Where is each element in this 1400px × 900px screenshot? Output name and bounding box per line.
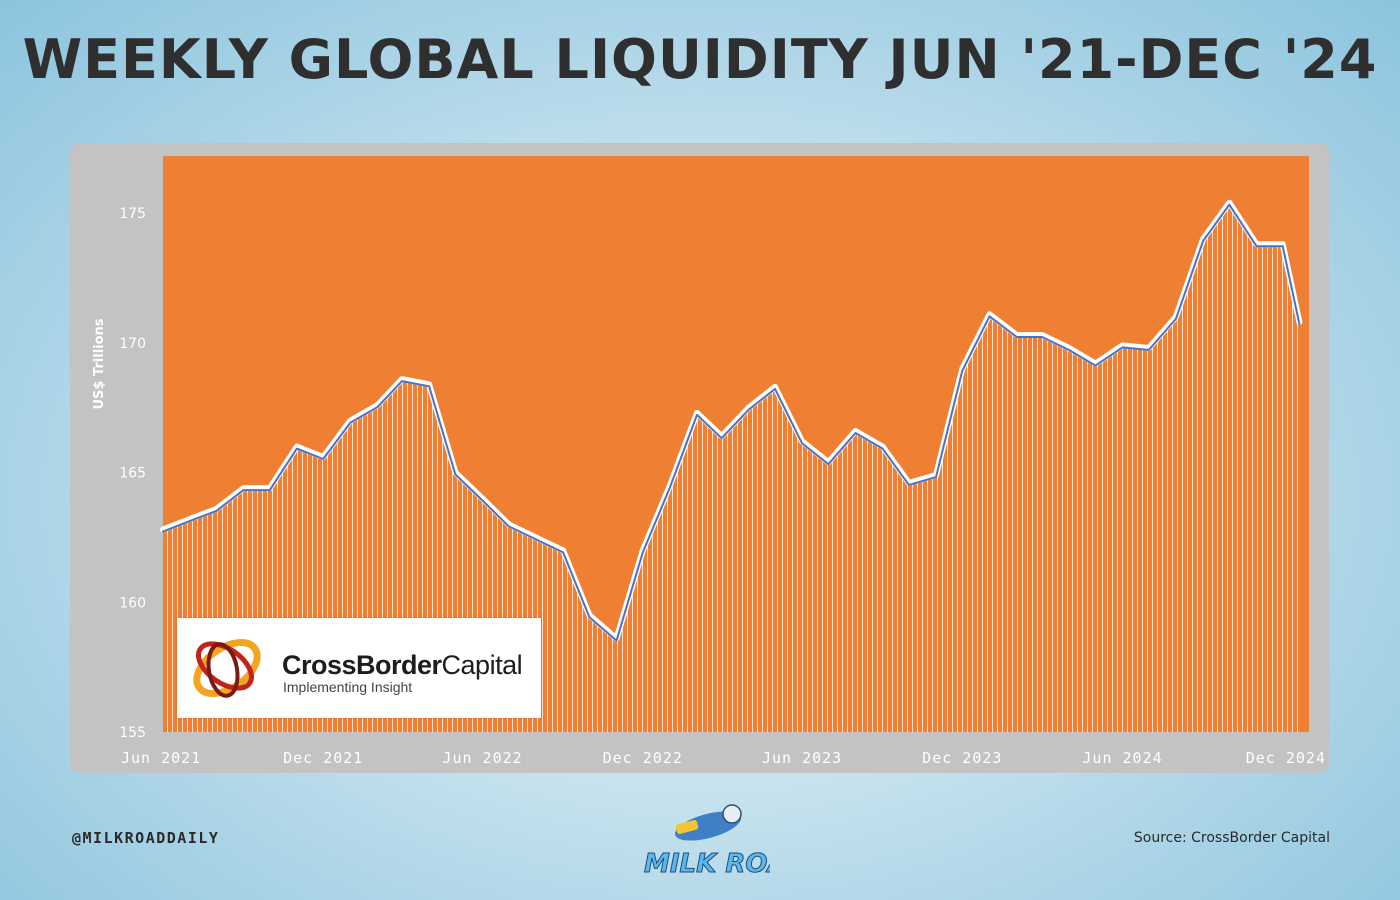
y-tick-label: 175	[119, 206, 146, 222]
y-tick-label: 160	[119, 595, 146, 611]
y-tick-label: 170	[119, 336, 146, 352]
logo-tagline: Implementing Insight	[283, 679, 413, 695]
x-tick-label: Jun 2022	[442, 749, 522, 767]
y-tick-label: 155	[119, 725, 146, 741]
x-tick-label: Jun 2021	[121, 749, 201, 767]
milk-road-logo-icon: MILK ROAD	[644, 804, 770, 880]
x-tick-label: Jun 2023	[762, 749, 842, 767]
x-tick-label: Dec 2022	[603, 749, 683, 767]
y-axis-label: US$ Trillions	[92, 318, 107, 409]
series-line	[162, 203, 1301, 642]
x-tick-label: Dec 2024	[1246, 749, 1326, 767]
x-tick-label: Dec 2021	[283, 749, 363, 767]
crossborder-logo: CrossBorderCapital Implementing Insight	[177, 618, 541, 718]
x-tick-label: Dec 2023	[922, 749, 1002, 767]
social-handle: @MILKROADDAILY	[72, 829, 220, 847]
chart-title: WEEKLY GLOBAL LIQUIDITY JUN '21-DEC '24	[22, 28, 1378, 91]
y-tick-label: 165	[119, 466, 146, 482]
x-tick-label: Jun 2024	[1082, 749, 1162, 767]
svg-text:MILK ROAD: MILK ROAD	[644, 849, 770, 879]
source-note: Source: CrossBorder Capital	[1133, 830, 1330, 846]
logo-name: CrossBorderCapital	[282, 650, 523, 680]
crossborder-rings-icon	[193, 639, 261, 698]
series-line-outline	[160, 199, 1303, 642]
